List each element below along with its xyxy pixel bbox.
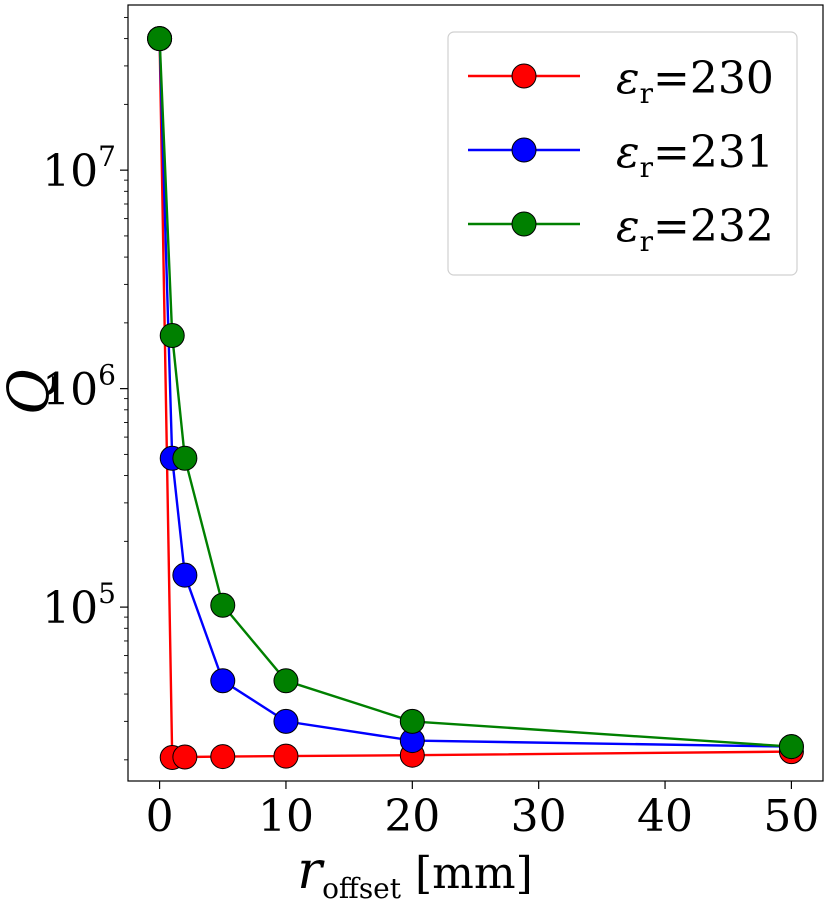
y-axis-label: Q	[0, 369, 62, 415]
legend-label: εr=230	[616, 53, 774, 110]
x-axis-label: roffset [mm]	[297, 841, 533, 899]
legend-marker	[511, 137, 537, 163]
data-point	[778, 734, 804, 760]
y-tick-label: 106	[42, 359, 116, 416]
legend-marker	[511, 211, 537, 237]
x-tick-label: 0	[146, 791, 174, 842]
data-point	[172, 562, 198, 588]
plot-area	[147, 26, 804, 770]
data-point	[210, 668, 236, 694]
legend: εr=230 εr=231 εr=232	[447, 31, 798, 276]
data-point	[273, 668, 299, 694]
data-point	[210, 592, 236, 618]
data-point	[273, 743, 299, 769]
data-point	[147, 26, 173, 52]
legend-box	[447, 31, 798, 276]
legend-label: εr=231	[616, 127, 774, 184]
y-axis: 105 106 107	[42, 16, 128, 761]
legend-label: εr=232	[616, 201, 774, 258]
plot-frame	[127, 4, 824, 782]
x-axis: 0 10 20 30 40 50	[146, 781, 819, 842]
y-tick-label: 107	[42, 140, 116, 197]
data-point	[172, 744, 198, 770]
data-point	[210, 744, 236, 770]
data-point	[399, 708, 425, 734]
legend-marker	[511, 63, 537, 89]
x-tick-label: 10	[258, 791, 314, 842]
data-point	[159, 323, 185, 349]
x-tick-label: 20	[384, 791, 440, 842]
data-point	[172, 445, 198, 471]
x-tick-label: 40	[637, 791, 693, 842]
y-tick-label: 105	[42, 577, 116, 634]
data-point	[273, 708, 299, 734]
x-tick-label: 30	[511, 791, 567, 842]
x-tick-label: 50	[763, 791, 819, 842]
